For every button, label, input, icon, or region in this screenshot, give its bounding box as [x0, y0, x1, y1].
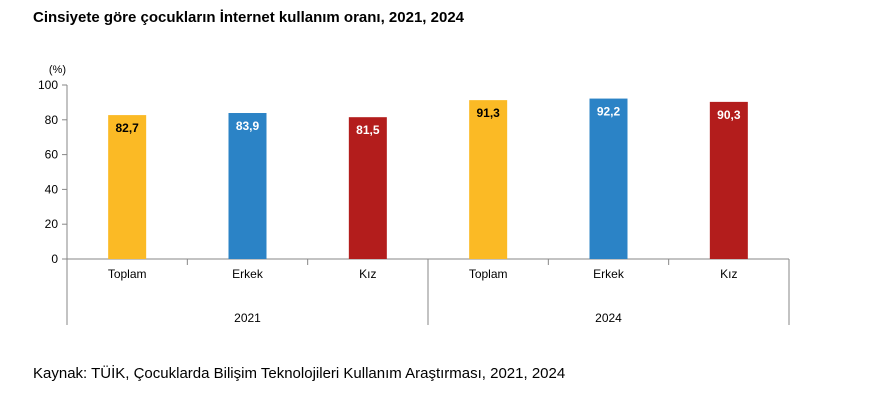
data-label: 83,9 — [236, 119, 260, 133]
source-note: Kaynak: TÜİK, Çocuklarda Bilişim Teknolo… — [33, 365, 566, 382]
y-axis-unit-label: (%) — [49, 64, 66, 76]
x-group-label: 2021 — [234, 311, 261, 325]
x-category-label: Toplam — [108, 267, 147, 281]
chart-title: Cinsiyete göre çocukların İnternet kulla… — [33, 9, 465, 26]
bar-2021-Kız — [348, 117, 387, 259]
x-category-label: Erkek — [232, 267, 264, 281]
y-tick-label: 60 — [45, 148, 59, 162]
data-label: 82,7 — [115, 121, 139, 135]
bar-2024-Kız — [709, 101, 748, 260]
y-tick-label: 100 — [38, 78, 58, 92]
x-category-label: Kız — [720, 267, 737, 281]
y-tick-label: 80 — [45, 113, 59, 127]
y-tick-label: 40 — [45, 182, 59, 196]
x-group-label: 2024 — [595, 311, 622, 325]
x-category-label: Erkek — [593, 267, 625, 281]
data-label: 91,3 — [476, 106, 500, 120]
x-category-label: Toplam — [469, 267, 508, 281]
bar-chart: (%) 0 20 40 60 80 100 82,7 Toplam 83,9 Erkek 81,5 Kı… — [38, 64, 790, 325]
data-label: 90,3 — [717, 108, 741, 122]
bar-2021-Toplam — [108, 115, 147, 260]
bar-2024-Toplam — [469, 100, 508, 259]
bar-2024-Erkek — [589, 98, 628, 260]
y-tick-label: 20 — [45, 217, 59, 231]
data-label: 81,5 — [356, 123, 380, 137]
y-tick-label: 0 — [51, 252, 58, 266]
x-category-label: Kız — [359, 267, 376, 281]
data-label: 92,2 — [597, 105, 621, 119]
bar-2021-Erkek — [228, 113, 267, 259]
